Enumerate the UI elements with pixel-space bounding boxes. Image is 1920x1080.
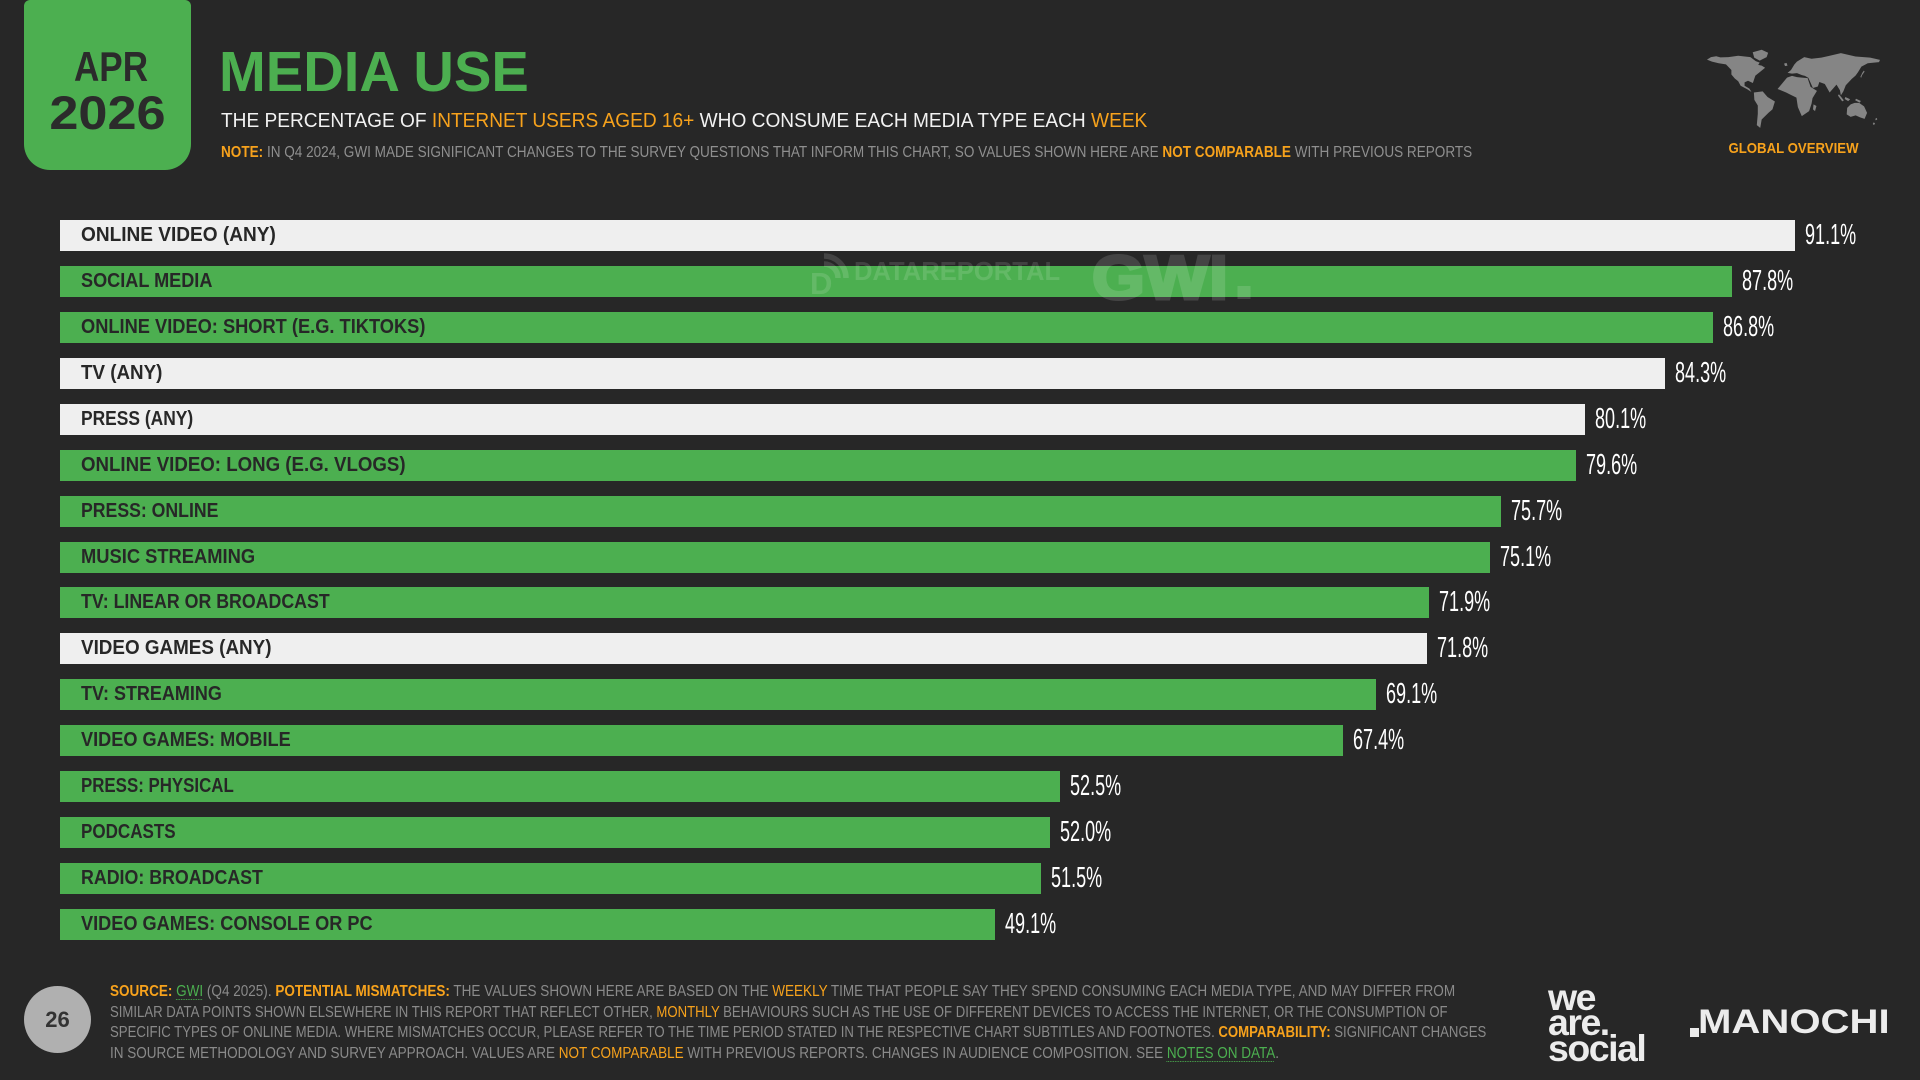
svg-text:D: D bbox=[810, 266, 832, 298]
svg-text:GWI: GWI bbox=[1092, 248, 1228, 308]
